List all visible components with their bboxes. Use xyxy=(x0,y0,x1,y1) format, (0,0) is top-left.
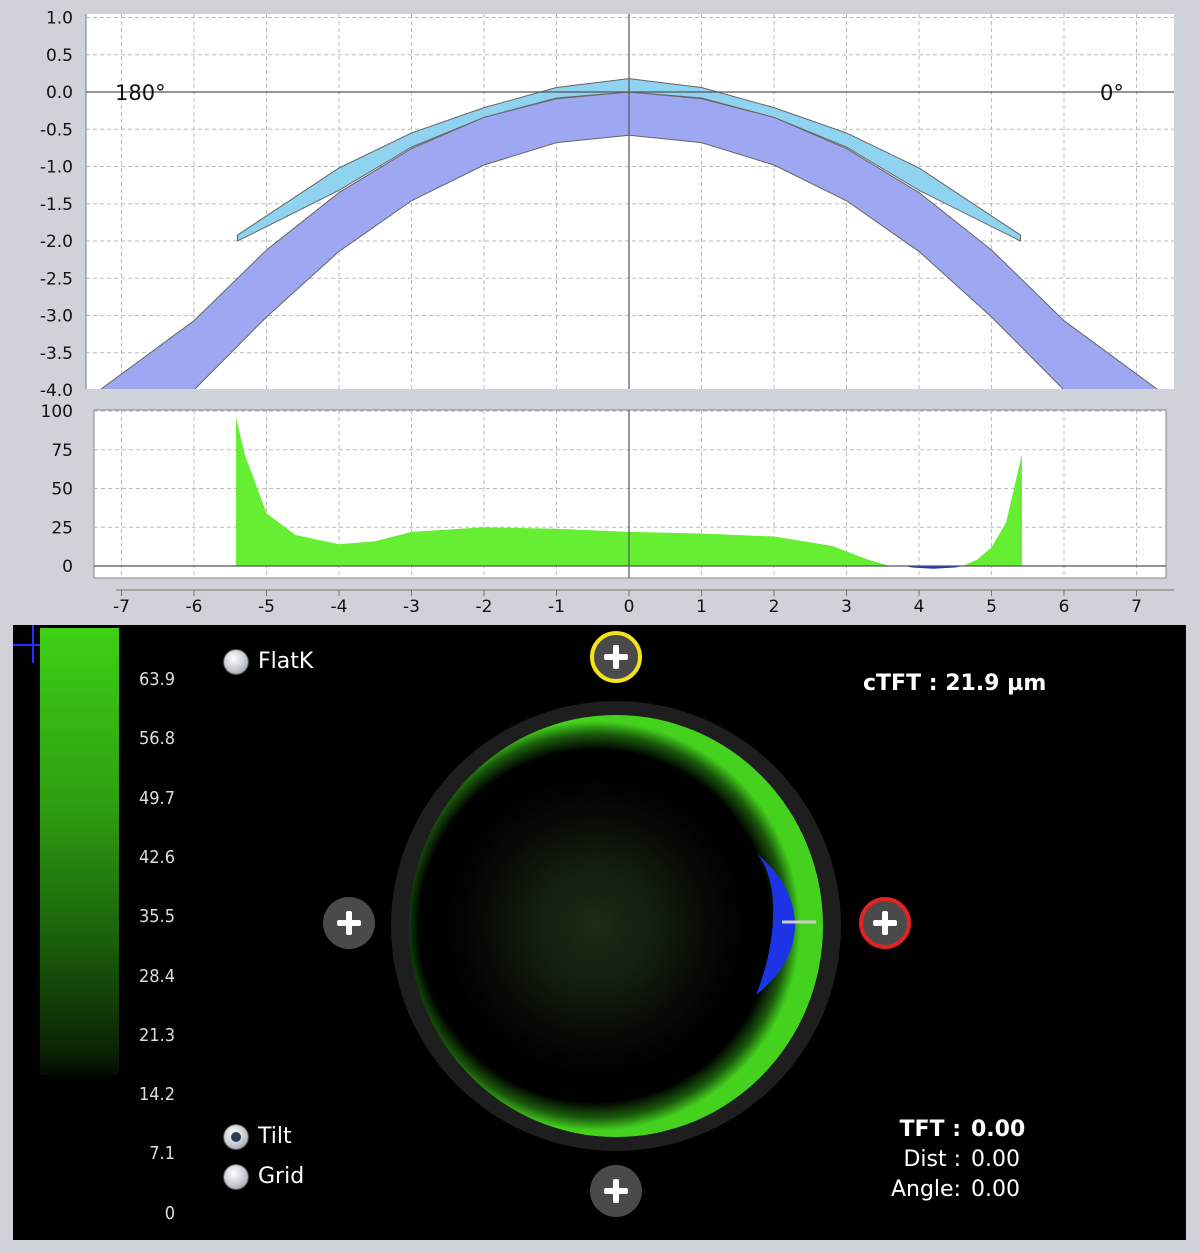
tilt-radio-dot[interactable] xyxy=(224,1124,248,1149)
x-tick-label: 2 xyxy=(769,597,780,617)
pooling-area xyxy=(756,853,816,995)
x-tick-label: -2 xyxy=(476,597,493,617)
x-tick-label: 0 xyxy=(624,597,635,617)
chart-a-y-tick-label: -2.0 xyxy=(40,232,73,252)
plus-right-button[interactable] xyxy=(859,897,911,949)
chart-b-y-tick-label: 0 xyxy=(62,557,73,577)
x-tick-label: 1 xyxy=(696,597,707,617)
chart-a-y-tick-label: -1.0 xyxy=(40,158,73,178)
color-scale-bar xyxy=(40,628,119,1075)
color-scale-label: 35.5 xyxy=(138,906,175,928)
chart-a-y-tick-label: -3.5 xyxy=(40,344,73,364)
dist-label: Dist : xyxy=(903,1147,961,1172)
plus-top-icon xyxy=(602,643,630,671)
color-scale-label: 63.9 xyxy=(138,669,175,690)
angle-value: 0.00 xyxy=(971,1177,1020,1202)
plus-left-icon xyxy=(335,909,363,937)
x-tick-label: -7 xyxy=(113,597,130,617)
flatk-label: FlatK xyxy=(258,649,314,674)
color-scale-label: 49.7 xyxy=(138,787,175,809)
chart-a-y-tick-label: 0.5 xyxy=(46,46,73,66)
tft-row: TFT : 0.00 xyxy=(883,1115,1033,1145)
chart-a-series xyxy=(100,78,1158,389)
angle-180-label: 180° xyxy=(115,81,166,105)
plus-bottom-button[interactable] xyxy=(590,1165,642,1217)
chart-b-y-tick-label: 50 xyxy=(51,480,73,500)
tft-readout-block: TFT : 0.00 Dist : 0.00 Angle: 0.00 xyxy=(883,1115,1033,1205)
x-tick-label: 7 xyxy=(1131,597,1142,617)
plus-top-button[interactable] xyxy=(590,631,642,683)
x-tick-label: -3 xyxy=(403,597,420,617)
color-scale-label: 42.6 xyxy=(138,846,175,868)
pooling-dip xyxy=(904,566,963,569)
x-tick-label: 3 xyxy=(841,597,852,617)
chart-a-y-tick-label: 0.0 xyxy=(46,83,73,103)
chart-a-y-tick-label: -0.5 xyxy=(40,120,73,140)
plus-bottom-icon xyxy=(602,1177,630,1205)
tft-label: TFT : xyxy=(899,1117,962,1142)
angle-row: Angle: 0.00 xyxy=(883,1175,1033,1205)
tft-value: 0.00 xyxy=(971,1117,1026,1142)
chart-b-y-tick-label: 75 xyxy=(51,441,73,461)
chart-a-y-tick-label: -3.0 xyxy=(40,307,73,327)
grid-radio[interactable]: Grid xyxy=(224,1164,304,1189)
chart-a-plot-area xyxy=(86,14,1174,389)
chart-b-y-tick-label: 100 xyxy=(41,402,73,422)
color-scale-label: 7.1 xyxy=(149,1143,175,1165)
dist-value: 0.00 xyxy=(971,1147,1020,1172)
x-tick-label: 5 xyxy=(986,597,997,617)
x-tick-label: 4 xyxy=(914,597,925,617)
tick-labels: 1.0 0.5 0.0 -0.5 -1.0 -1.5 -2.0 -2.5 -3.0 -3.5 -4.… xyxy=(40,9,1142,618)
color-scale-label: 21.3 xyxy=(138,1024,175,1046)
grid-label: Grid xyxy=(258,1164,305,1189)
profile-panel: 1.0 0.5 0.0 -0.5 -1.0 -1.5 -2.0 -2.5 -3.0 -3.5 -4.… xyxy=(0,0,1200,625)
chart-a-y-tick-label: -1.5 xyxy=(40,195,73,215)
dist-row: Dist : 0.00 xyxy=(883,1145,1033,1175)
flatk-radio-dot[interactable] xyxy=(224,649,248,674)
fluorescein-map-panel: 63.9 56.8 49.7 42.6 35.5 28.4 21.3 14.2 7.1 0 Fla… xyxy=(13,625,1186,1240)
lens-band xyxy=(237,78,1021,242)
color-scale-label: 56.8 xyxy=(138,728,175,750)
x-tick-label: -4 xyxy=(331,597,348,617)
plus-left-button[interactable] xyxy=(323,897,375,949)
angle-label: Angle: xyxy=(890,1177,961,1202)
chart-a-y-tick-label: 1.0 xyxy=(46,9,73,29)
x-tick-label: -6 xyxy=(186,597,203,617)
color-scale-label: 14.2 xyxy=(138,1084,175,1106)
color-scale-label: 28.4 xyxy=(138,965,175,987)
ctft-readout: cTFT : 21.9 µm xyxy=(863,671,1047,696)
chart-a-y-tick-label: -2.5 xyxy=(40,269,73,289)
plus-right-icon xyxy=(871,909,899,937)
lens-fluorescein-map xyxy=(409,715,823,1137)
profile-charts: 1.0 0.5 0.0 -0.5 -1.0 -1.5 -2.0 -2.5 -3.0 -3.5 -4.… xyxy=(40,9,1174,618)
crosshair-icon xyxy=(13,625,53,665)
color-scale-label: 0 xyxy=(164,1202,175,1224)
tilt-label: Tilt xyxy=(258,1124,292,1149)
chart-axes xyxy=(85,14,1174,591)
tilt-radio[interactable]: Tilt xyxy=(224,1124,292,1149)
x-tick-label: -1 xyxy=(548,597,565,617)
flatk-radio[interactable]: FlatK xyxy=(224,649,313,674)
grid-radio-dot[interactable] xyxy=(224,1164,248,1189)
chart-b-y-tick-label: 25 xyxy=(51,518,73,538)
angle-0-label: 0° xyxy=(1100,81,1124,105)
x-tick-label: 6 xyxy=(1059,597,1070,617)
chart-a-y-tick-label: -4.0 xyxy=(40,381,73,401)
x-tick-label: -5 xyxy=(258,597,275,617)
